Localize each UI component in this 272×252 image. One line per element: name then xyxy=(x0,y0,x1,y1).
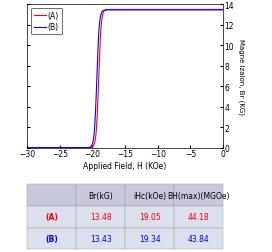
Legend: (A), (B): (A), (B) xyxy=(31,9,62,35)
(B) xyxy=(143,9,146,12)
(A) xyxy=(142,9,146,12)
(B) xyxy=(140,9,144,12)
(B) xyxy=(172,9,175,12)
(B) xyxy=(153,9,156,12)
(A) xyxy=(61,147,64,150)
Y-axis label: Magne Izalon, Br (KG): Magne Izalon, Br (KG) xyxy=(238,39,245,114)
(B) xyxy=(61,147,64,150)
Line: (B): (B) xyxy=(27,11,223,148)
(B) xyxy=(221,9,225,12)
Line: (A): (A) xyxy=(27,10,223,148)
(A) xyxy=(172,9,175,12)
(A) xyxy=(187,9,190,12)
X-axis label: Applied Field, H (KOe): Applied Field, H (KOe) xyxy=(84,161,167,170)
(A) xyxy=(221,9,225,12)
(A) xyxy=(26,147,29,150)
(A) xyxy=(153,9,156,12)
(B) xyxy=(187,9,190,12)
(A) xyxy=(143,9,146,12)
(A) xyxy=(100,17,104,20)
(B) xyxy=(100,11,104,14)
(B) xyxy=(26,147,29,150)
